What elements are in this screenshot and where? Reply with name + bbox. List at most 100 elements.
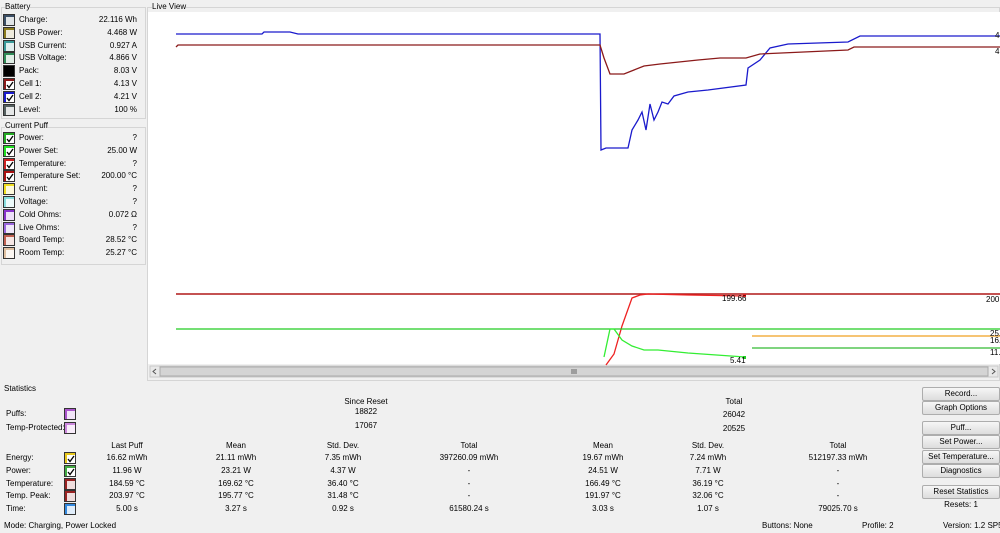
field-value: ? [132,133,137,142]
graph-label: 199.66 [722,294,747,303]
checkbox[interactable] [64,490,76,503]
checkbox[interactable] [3,234,15,247]
check-mark [6,174,14,181]
field-value: 25.00 W [107,145,137,155]
stat-value: - [836,491,840,501]
stat-value: 24.51 W [588,465,618,475]
field-label: USB Current: [19,40,67,50]
checkbox[interactable] [3,103,15,116]
field-label: Live Ohms: [19,222,60,232]
field-value: 4.21 V [113,91,137,101]
graph-label: 4. [995,31,1000,40]
check-mark [6,94,14,102]
graph-label: 25. [990,329,1000,338]
row-label: Energy: [6,453,34,462]
stat-value: 191.97 °C [585,491,621,501]
checkbox-inner [6,55,14,64]
checkbox[interactable] [3,183,15,196]
stat-value: 195.77 °C [218,491,254,501]
column-header: Mean [225,441,246,450]
checkbox[interactable] [64,408,76,420]
field-value: 22.116 Wh [98,15,137,24]
stat-value: 19.67 mWh [582,453,624,462]
stat-value: 21.11 mWh [215,453,257,462]
button[interactable]: Reset Statistics [922,485,1000,499]
stat-value: 61580.24 s [449,504,489,514]
power-line [603,328,746,358]
field-label: Voltage: [19,197,48,206]
checkbox-inner [6,68,14,77]
checkbox[interactable] [3,144,15,157]
cell1-line [175,44,1000,75]
stat-value: 23.21 W [221,465,251,475]
checkbox[interactable] [3,39,15,52]
stat-value: 512197.33 mWh [808,453,868,462]
field-label: USB Voltage: [19,53,67,63]
field-value: ? [132,158,137,168]
checkbox[interactable] [3,208,15,221]
checkbox[interactable] [3,247,15,260]
scroll-grip [571,369,577,374]
button[interactable]: Puff... [922,421,1000,435]
checkbox[interactable] [3,132,15,144]
stat-value: - [836,478,840,488]
stat-value: 36.19 °C [692,478,724,488]
stat-value: - [836,465,840,475]
group-title: Battery [5,2,31,12]
field-value: ? [132,197,137,206]
stat-value: 7.35 mWh [324,453,362,462]
graph-label: 11. [990,348,1000,357]
checkbox[interactable] [3,65,15,78]
live-graph [148,12,1000,378]
checkbox[interactable] [3,90,15,103]
checkbox[interactable] [3,170,15,183]
checkbox-inner [6,199,14,207]
field-label: Charge: [19,15,48,24]
column-header: Total [829,441,847,450]
group-title: Live View [152,2,187,12]
battery-group [1,7,146,119]
field-value: 0.927 A [109,40,137,50]
stat-value: 3.03 s [592,504,614,514]
checkbox-inner [67,480,75,489]
checkbox[interactable] [64,503,76,516]
checkbox[interactable] [3,14,15,26]
temp-line [605,293,746,366]
cell2-line [176,31,1000,151]
row-label: Time: [6,504,26,514]
button[interactable]: Set Power... [922,435,1000,449]
checkbox[interactable] [3,52,15,65]
stat-value: - [467,491,471,501]
stat-value: 31.48 °C [327,491,359,501]
checkbox-inner [6,160,14,169]
checkbox[interactable] [64,421,76,434]
column-header: Std. Dev. [691,441,725,450]
checkbox[interactable] [3,196,15,208]
column-header: Mean [592,441,613,450]
checkbox-inner [6,106,14,115]
field-value: ? [132,184,137,194]
column-header: Total [725,397,743,406]
button[interactable]: Diagnostics [922,464,1000,478]
checkbox[interactable] [64,464,76,477]
column-header: Since Reset [344,397,388,406]
check-mark [6,161,14,169]
checkbox-inner [6,224,14,233]
checkbox[interactable] [64,452,76,464]
checkbox[interactable] [64,477,76,490]
graph-label: 200. [986,295,1000,304]
count-label: Puffs: [6,409,27,418]
checkbox[interactable] [3,221,15,234]
button[interactable]: Record... [922,387,1000,401]
checkbox[interactable] [3,157,15,170]
checkbox-inner [6,173,14,182]
checkbox[interactable] [3,26,15,39]
checkbox[interactable] [3,78,15,90]
button[interactable]: Set Temperature... [922,450,1000,464]
stat-value: - [467,478,471,488]
button[interactable]: Graph Options [922,401,1000,415]
graph-label: 5.41 [730,356,746,365]
field-label: Cell 1: [19,79,42,88]
check-mark [6,135,14,143]
